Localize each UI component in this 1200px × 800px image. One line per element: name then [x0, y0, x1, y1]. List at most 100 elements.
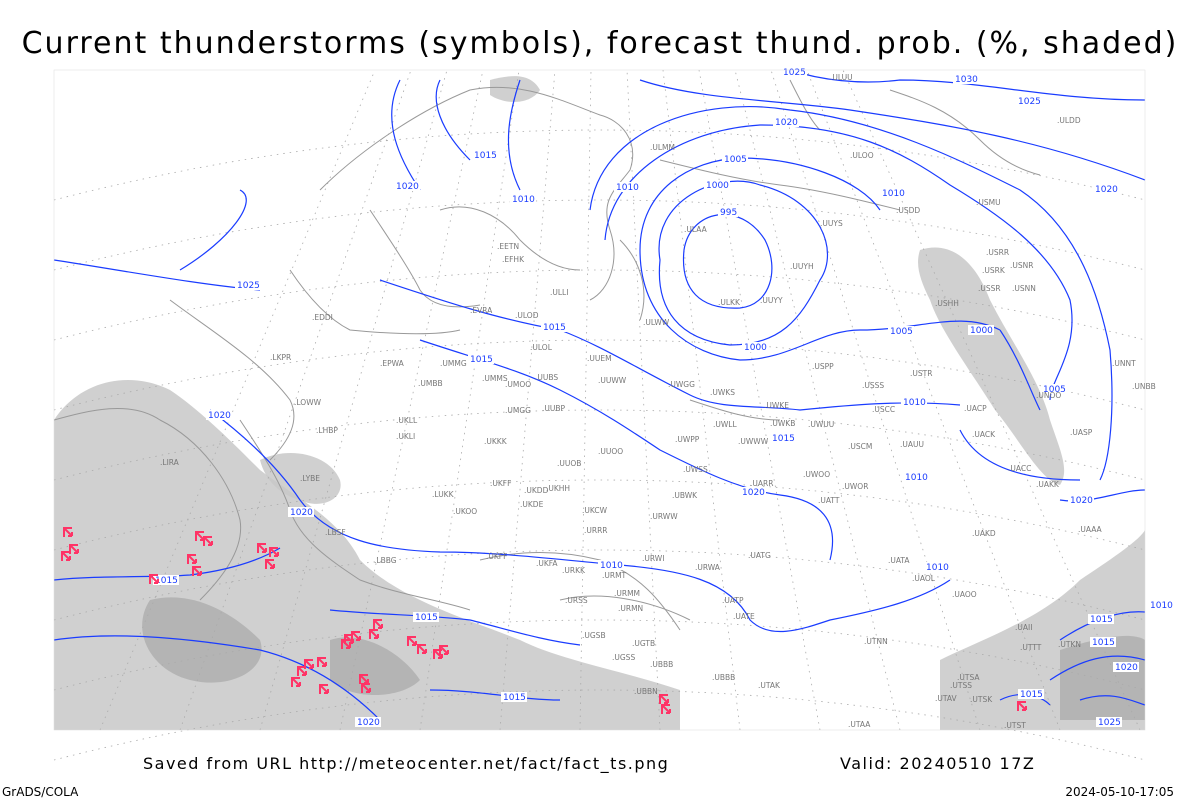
- isobar-label: 1010: [616, 183, 639, 193]
- station-label: .UKFA: [536, 559, 558, 568]
- isobar-label-bg: [770, 433, 796, 443]
- longitude-line: [698, 69, 821, 731]
- isobar-label: 1025: [237, 281, 260, 291]
- isobar-label-bg: [614, 182, 640, 192]
- station-label: .USDD: [896, 206, 920, 215]
- isobar-label-bg: [1093, 184, 1119, 194]
- station-label: .UKFF: [486, 552, 507, 561]
- station-label: .UUYY: [760, 296, 783, 305]
- isobar-label: 1015: [1020, 690, 1043, 700]
- isobar-label: 1025: [783, 68, 806, 78]
- isobar-label: 995: [720, 208, 737, 218]
- isobar-label: 1020: [775, 118, 798, 128]
- station-label: .UTAA: [848, 720, 871, 729]
- coastline: [479, 552, 681, 631]
- station-label: .UATE: [733, 612, 755, 621]
- isobar-label-bg: [1088, 614, 1114, 624]
- thunderstorm-symbol: [369, 629, 379, 639]
- isobar-label-bg: [394, 181, 420, 191]
- station-label: .UUEM: [587, 354, 612, 363]
- isobar-label: 1000: [706, 181, 729, 191]
- station-label: .UTTT: [1020, 643, 1042, 652]
- isobar-label: 1020: [742, 488, 765, 498]
- isobar-label-bg: [153, 575, 179, 585]
- isobar-label: 1000: [970, 326, 993, 336]
- station-label: .EETN: [497, 242, 519, 251]
- longitude-line: [499, 69, 556, 731]
- isobar: [53, 259, 261, 291]
- station-label: .UTKN: [1058, 640, 1081, 649]
- isobar-label: 1020: [290, 508, 313, 518]
- isobar: [789, 69, 1146, 101]
- isobar-label: 1015: [772, 434, 795, 444]
- isobar-label-bg: [472, 150, 498, 160]
- station-label: .UTSA: [957, 673, 980, 682]
- station-label: .UUYS: [820, 219, 843, 228]
- isobar-label-bg: [1041, 384, 1067, 394]
- coastline: [169, 299, 295, 461]
- station-label: .UWKE: [764, 401, 789, 410]
- thunderstorm-symbol: [361, 683, 371, 693]
- station-label: .UATG: [748, 551, 771, 560]
- thunderstorm-symbol: [203, 536, 213, 546]
- station-label: .LBBG: [374, 556, 397, 565]
- station-label: .UTAK: [758, 681, 781, 690]
- station-label: .UWWW: [738, 437, 769, 446]
- station-label: .UATT: [818, 496, 840, 505]
- station-label: .LBSF: [325, 528, 346, 537]
- station-label: .USCM: [848, 442, 872, 451]
- thunderstorm-symbol: [417, 644, 427, 654]
- station-label: .UUBS: [535, 373, 558, 382]
- station-label: .UATP: [722, 596, 744, 605]
- isobar-label-bg: [206, 410, 232, 420]
- coastline: [289, 269, 461, 335]
- station-label: .UUOO: [598, 447, 623, 456]
- station-label: .USSS: [862, 381, 884, 390]
- station-label: .UTSS: [950, 681, 972, 690]
- station-label: .UACC: [1008, 464, 1031, 473]
- thunderstorm-symbol: [319, 684, 329, 694]
- isobar-label-bg: [598, 560, 624, 570]
- isobar-label-bg: [1148, 600, 1174, 610]
- thunderstorm-symbol: [433, 649, 443, 659]
- isobar-label: 1010: [1150, 601, 1173, 611]
- station-label: .UACP: [964, 404, 987, 413]
- thunderstorm-symbol: [351, 631, 361, 641]
- isobar: [435, 79, 471, 161]
- isobar-label: 1015: [470, 355, 493, 365]
- isobar-label-bg: [901, 397, 927, 407]
- station-label: .USRK: [982, 266, 1006, 275]
- station-label: .ULOL: [530, 343, 553, 352]
- source-url-text: Saved from URL http://meteocenter.net/fa…: [143, 754, 670, 773]
- station-label: .UNOO: [1036, 391, 1061, 400]
- isobar-label-bg: [742, 342, 768, 352]
- isobar-label-bg: [722, 154, 748, 164]
- thunderstorm-symbol: [297, 666, 307, 676]
- isobar-label-bg: [1018, 689, 1044, 699]
- isobar: [604, 124, 1073, 401]
- station-label: .URRR: [584, 526, 608, 535]
- map-frame: [53, 69, 1146, 731]
- station-label: .UAKK: [1036, 480, 1060, 489]
- station-label: .UAUU: [900, 440, 924, 449]
- thunderstorm-symbol: [187, 554, 197, 564]
- station-label: .ULLI: [550, 288, 568, 297]
- station-label: .UKKK: [484, 437, 508, 446]
- station-label: .UTST: [1004, 721, 1026, 730]
- probability-area: [918, 247, 1065, 485]
- station-label: .UTNN: [864, 637, 888, 646]
- coastline: [369, 209, 481, 308]
- isobar-label: 1020: [208, 411, 231, 421]
- isobar-label-bg: [773, 117, 799, 127]
- isobar: [329, 609, 581, 646]
- station-label: .UKHH: [546, 484, 570, 493]
- station-label: .UAOO: [952, 590, 977, 599]
- thunderstorm-symbol: [192, 566, 202, 576]
- thunderstorm-symbol: [265, 559, 275, 569]
- station-label: .UMOO: [505, 380, 531, 389]
- station-label: .UACK: [972, 430, 996, 439]
- station-label: .EVRA: [470, 306, 493, 315]
- station-label: .UATA: [888, 556, 910, 565]
- station-label: .USTR: [910, 369, 932, 378]
